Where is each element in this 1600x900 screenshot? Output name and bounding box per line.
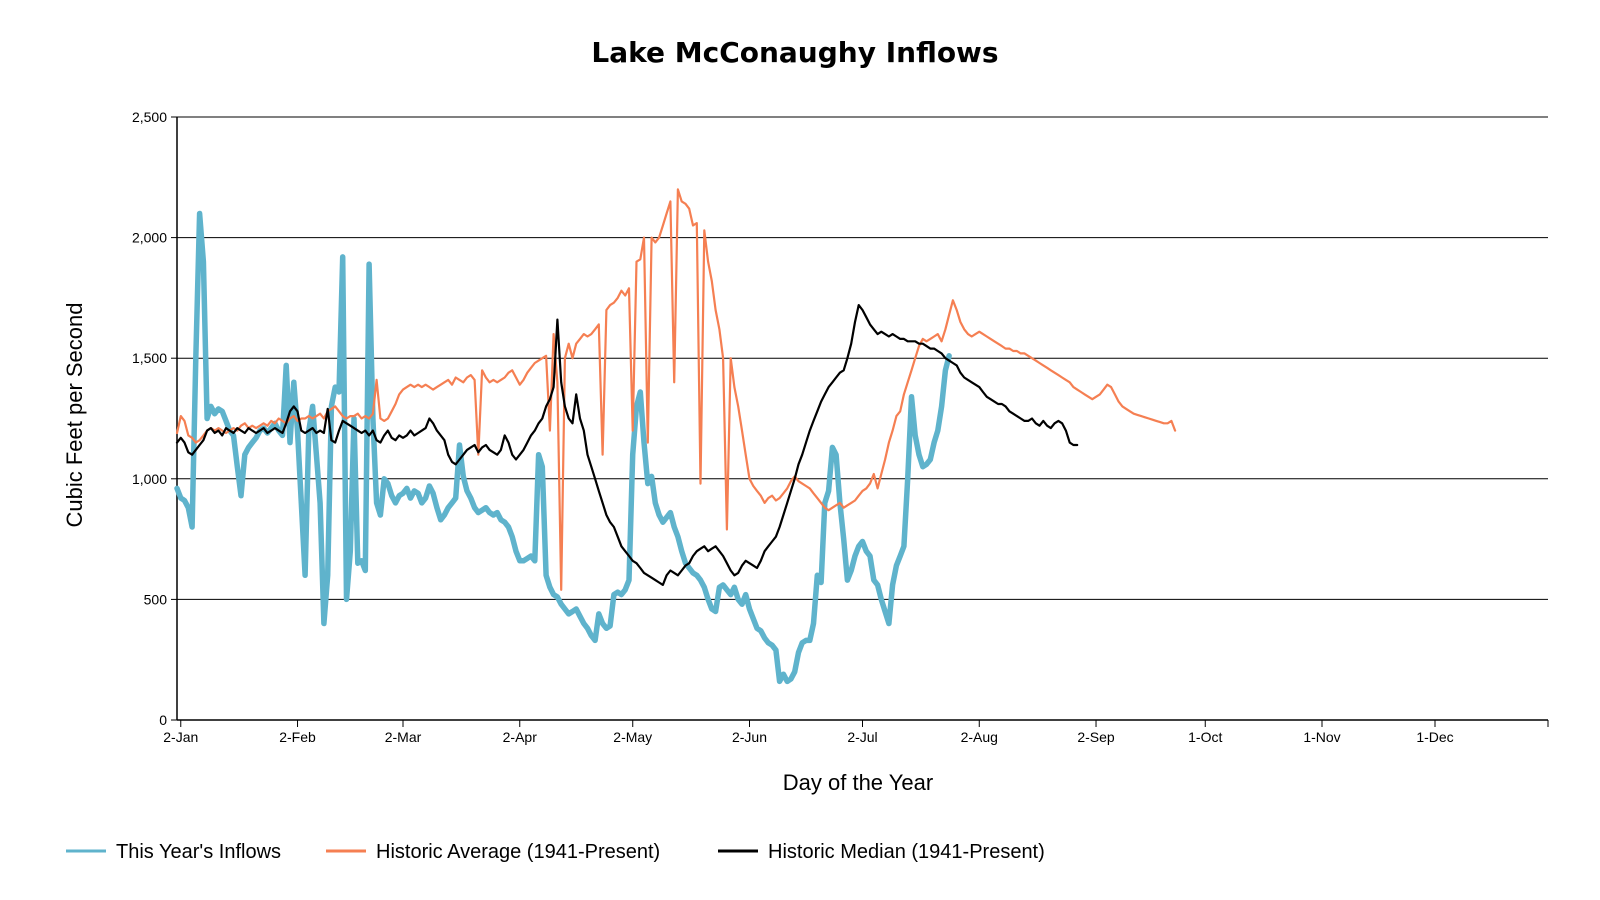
gridlines bbox=[177, 116, 1548, 600]
x-axis-label: Day of the Year bbox=[783, 770, 933, 795]
x-tick-label: 2-Jun bbox=[732, 729, 767, 745]
x-tick-label: 1-Oct bbox=[1188, 729, 1222, 745]
x-tick-label: 2-Mar bbox=[385, 729, 422, 745]
legend-item: This Year's Inflows bbox=[66, 841, 281, 863]
x-tick-label: 2-Sep bbox=[1077, 729, 1115, 745]
series-line bbox=[175, 188, 1177, 591]
y-tick-label: 500 bbox=[144, 591, 168, 607]
x-tick-label: 2-Jan bbox=[163, 729, 198, 745]
legend-label: Historic Average (1941-Present) bbox=[376, 841, 660, 863]
y-tick-label: 0 bbox=[159, 712, 167, 728]
y-axis-label: Cubic Feet per Second bbox=[62, 302, 87, 527]
legend-item: Historic Median (1941-Present) bbox=[718, 841, 1045, 863]
legend-label: This Year's Inflows bbox=[116, 841, 281, 863]
chart-title: Lake McConaughy Inflows bbox=[591, 36, 998, 69]
series-line bbox=[174, 210, 952, 685]
x-tick-label: 1-Dec bbox=[1416, 729, 1453, 745]
x-tick-label: 2-Feb bbox=[279, 729, 316, 745]
y-tick-label: 2,500 bbox=[132, 109, 167, 125]
legend: This Year's Inflows Historic Average (194… bbox=[66, 841, 1045, 863]
series-line bbox=[175, 304, 1079, 586]
x-axis: 2-Jan 2-Feb 2-Mar 2-Apr 2-May 2-Jun 2-Jul 2-Aug… bbox=[163, 719, 1549, 745]
y-tick-label: 1,500 bbox=[132, 350, 167, 366]
y-tick-label: 1,000 bbox=[132, 471, 167, 487]
y-tick-label: 2,000 bbox=[132, 230, 167, 246]
y-axis: 0 500 1,000 1,500 2,000 2,500 bbox=[132, 109, 178, 728]
x-tick-label: 2-Aug bbox=[961, 729, 998, 745]
x-tick-label: 2-Apr bbox=[503, 729, 538, 745]
legend-label: Historic Median (1941-Present) bbox=[768, 841, 1045, 863]
x-tick-label: 1-Nov bbox=[1303, 729, 1340, 745]
series-lines bbox=[174, 188, 1177, 685]
x-tick-label: 2-Jul bbox=[847, 729, 877, 745]
x-tick-label: 2-May bbox=[613, 729, 652, 745]
legend-item: Historic Average (1941-Present) bbox=[326, 841, 660, 863]
